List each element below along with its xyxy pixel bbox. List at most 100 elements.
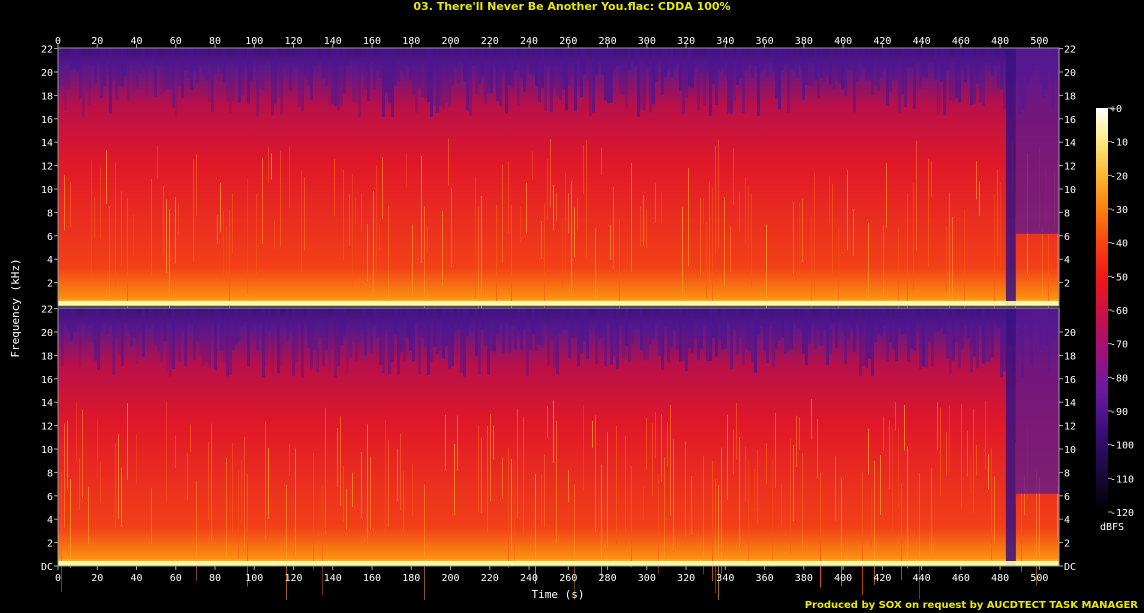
spectrogram-column-hf: [856, 48, 859, 82]
spectrogram-column-hf: [184, 308, 187, 367]
spectrogram-column-hf: [601, 48, 604, 75]
spectrogram-column-hf: [163, 308, 166, 342]
spectrogram-column-hf: [985, 48, 988, 63]
spectrogram-column-hf: [583, 308, 586, 341]
spectrogram-streak: [577, 197, 578, 232]
spectrogram-column-hf: [229, 48, 232, 114]
spectrogram-column-hf: [346, 308, 349, 374]
spectrogram-column-hf: [412, 308, 415, 362]
spectrogram-column-hf: [124, 48, 127, 76]
spectrogram-column-hf: [343, 308, 346, 337]
spectrogram-streak: [574, 484, 575, 600]
spectrogram-column-hf: [112, 48, 115, 82]
spectrogram-streak: [265, 421, 266, 540]
spectrogram-streak: [1042, 227, 1043, 306]
x-tick-label-bottom: 420: [873, 573, 891, 584]
spectrogram-streak: [64, 423, 65, 528]
spectrogram-column-hf: [349, 308, 352, 358]
spectrogram-streak: [931, 468, 932, 554]
spectrogram-column-hf: [202, 48, 205, 76]
spectrogram-column-hf: [322, 48, 325, 80]
spectrogram-column-hf: [778, 48, 781, 110]
spectrogram-streak: [898, 227, 899, 310]
spectrogram-streak: [703, 455, 704, 575]
spectrogram-streak: [412, 463, 413, 517]
spectrogram-streak: [775, 412, 776, 489]
spectrogram-column-hf: [838, 308, 841, 323]
spectrogram-column-hf: [790, 48, 793, 70]
y-tick-label-left: 18: [41, 91, 53, 102]
spectrogram-streak: [682, 207, 683, 307]
spectrogram-streak: [325, 407, 326, 534]
spectrogram-column-hf: [667, 308, 670, 363]
spectrogram-streak: [595, 415, 596, 533]
spectrogram-streak: [493, 425, 494, 460]
spectrogram-column-hf: [850, 308, 853, 328]
spectrogram-column-hf: [562, 308, 565, 330]
x-tick-label-top: 320: [677, 36, 695, 47]
spectrogram-column-hf: [964, 308, 967, 326]
y-tick-label-left: 2: [47, 539, 53, 550]
spectrogram-column-hf: [325, 48, 328, 87]
spectrogram-column-hf: [916, 308, 919, 331]
x-tick-label-bottom: 160: [363, 573, 381, 584]
spectrogram-column-hf: [268, 48, 271, 62]
spectrogram-column-hf: [124, 308, 127, 323]
spectrogram-streak: [772, 459, 773, 568]
spectrogram-column-hf: [277, 48, 280, 97]
spectrogram-streak: [532, 151, 533, 180]
spectrogram-column-hf: [706, 308, 709, 362]
spectrogram-streak: [268, 147, 269, 183]
spectrogram-streak: [115, 162, 116, 287]
spectrogram-streak: [109, 205, 110, 298]
spectrogram-column-hf: [427, 308, 430, 375]
x-tick-label-bottom: 480: [991, 573, 1009, 584]
spectrogram-streak: [883, 225, 884, 298]
y-tick-label-right: 16: [1064, 375, 1076, 386]
x-tick-label-top: 480: [991, 36, 1009, 47]
x-tick-label-top: 200: [442, 36, 460, 47]
spectrogram-column-hf: [61, 48, 64, 87]
spectrogram-streak: [616, 426, 617, 545]
spectrogram-streak: [280, 151, 281, 248]
spectrogram-column-hf: [460, 48, 463, 62]
spectrogram-streak: [607, 432, 608, 548]
spectrogram-column-hf: [631, 48, 634, 62]
spectrogram-column-hf: [595, 48, 598, 76]
spectrogram-streak: [454, 444, 455, 516]
spectrogram-column-hf: [538, 308, 541, 345]
spectrogram-column-hf: [889, 48, 892, 93]
spectrogram-column-hf: [172, 308, 175, 369]
spectrogram-column-hf: [925, 308, 928, 369]
spectrogram-streak: [916, 141, 917, 251]
spectrogram-column-hf: [523, 308, 526, 329]
spectrogram-streak: [715, 145, 716, 255]
spectrogram-column-hf: [928, 48, 931, 62]
spectrogram-column-hf: [475, 308, 478, 356]
spectrogram-column-hf: [610, 48, 613, 103]
spectrogram-column-hf: [721, 308, 724, 350]
spectrogram-streak: [526, 182, 527, 234]
spectrogram-streak: [661, 414, 662, 482]
spectrogram-column-hf: [766, 48, 769, 77]
spectrogram-column-hf: [475, 48, 478, 94]
spectrogram-column-hf: [658, 48, 661, 62]
spectrogram-column-hf: [625, 308, 628, 346]
spectrogram-streak: [400, 433, 401, 511]
spectrogram-streak: [517, 408, 518, 519]
spectrogram-streak: [781, 483, 782, 527]
spectrogram-column-hf: [571, 48, 574, 76]
spectrogram-column-hf: [142, 48, 145, 69]
spectrogram-column-hf: [637, 308, 640, 329]
spectrogram-column-hf: [958, 48, 961, 103]
spectrogram-column-hf: [862, 308, 865, 367]
spectrogram-column-hf: [505, 308, 508, 322]
spectrogram-streak: [643, 195, 644, 246]
spectrogram-column-hf: [292, 48, 295, 80]
spectrogram-column-hf: [661, 308, 664, 370]
spectrogram-column-hf: [715, 308, 718, 357]
spectrogram-streak: [568, 470, 569, 503]
spectrogram-column-hf: [388, 48, 391, 104]
spectrogram-column-hf: [160, 308, 163, 362]
spectrogram-column-hf: [391, 308, 394, 362]
